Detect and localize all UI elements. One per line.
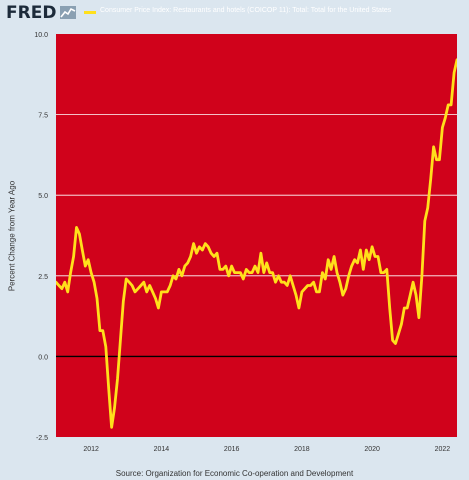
- x-tick-label: 2012: [83, 446, 99, 453]
- x-tick-label: 2020: [364, 446, 380, 453]
- series-line-cpi-restaurants-hotels: [56, 58, 457, 429]
- x-tick-label: 2022: [435, 446, 451, 453]
- legend-swatch: [84, 11, 96, 14]
- x-tick-label: 2014: [154, 446, 170, 453]
- source-note: Source: Organization for Economic Co-ope…: [115, 469, 354, 478]
- y-axis-label: Percent Change from Year Ago: [7, 180, 17, 292]
- legend-label[interactable]: Consumer Price Index: Restaurants and ho…: [100, 7, 392, 14]
- plot-area: -2.5 0.0 2.5 5.0 7.5 10.0 2012 2014 2016 2018 2020…: [34, 32, 457, 453]
- y-tick-label: 0.0: [38, 354, 48, 361]
- y-tick-label: 10.0: [34, 32, 48, 39]
- y-tick-label: 2.5: [38, 274, 48, 281]
- x-tick-label: 2016: [224, 446, 240, 453]
- chart-header: FRED Consumer Price Index: Restaurants a…: [0, 0, 469, 26]
- fred-logo[interactable]: FRED: [6, 3, 57, 23]
- y-tick-label: 5.0: [38, 193, 48, 200]
- x-tick-label: 2018: [294, 446, 310, 453]
- fred-chart-icon: [60, 6, 76, 19]
- y-tick-label: -2.5: [36, 435, 48, 442]
- plot-background: [56, 34, 457, 437]
- y-tick-label: 7.5: [38, 113, 48, 120]
